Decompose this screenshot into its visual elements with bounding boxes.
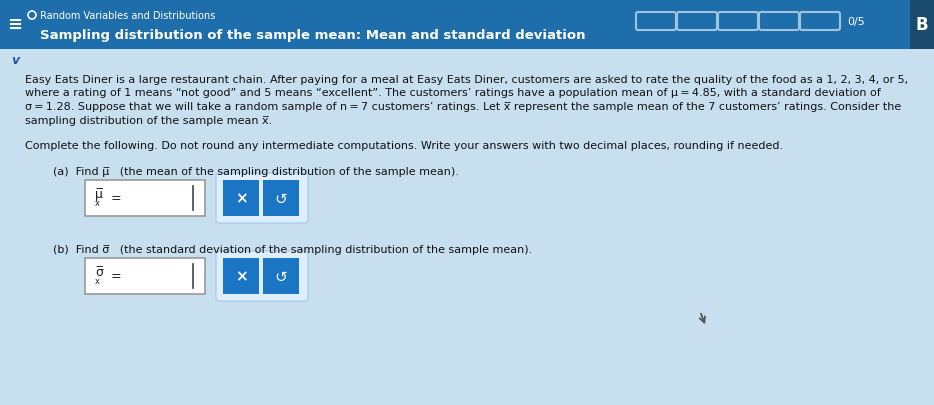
FancyBboxPatch shape [263, 258, 299, 294]
Text: (b)  Find σ̅   (the standard deviation of the sampling distribution of the sampl: (b) Find σ̅ (the standard deviation of t… [53, 244, 532, 254]
FancyBboxPatch shape [223, 258, 259, 294]
Text: where a rating of 1 means “not good” and 5 means “excellent”. The customers’ rat: where a rating of 1 means “not good” and… [25, 88, 881, 98]
Text: σ̅: σ̅ [95, 266, 103, 279]
Text: ×: × [234, 191, 248, 206]
FancyBboxPatch shape [216, 174, 308, 224]
Text: σ = 1.28. Suppose that we will take a random sample of n = 7 customers’ ratings.: σ = 1.28. Suppose that we will take a ra… [25, 102, 901, 112]
Text: ≡: ≡ [7, 16, 22, 34]
Text: =: = [107, 192, 121, 205]
FancyBboxPatch shape [85, 181, 205, 216]
Text: x: x [95, 199, 100, 208]
Text: v: v [11, 54, 19, 67]
FancyBboxPatch shape [216, 252, 308, 301]
FancyBboxPatch shape [223, 181, 259, 216]
FancyBboxPatch shape [85, 258, 205, 294]
Text: ↺: ↺ [275, 191, 288, 206]
Text: ×: × [234, 269, 248, 284]
Text: (a)  Find μ̅   (the mean of the sampling distribution of the sample mean).: (a) Find μ̅ (the mean of the sampling di… [53, 166, 459, 177]
Text: B: B [915, 16, 928, 34]
Text: x: x [95, 277, 100, 286]
Text: =: = [107, 270, 121, 283]
Text: μ̅: μ̅ [95, 188, 103, 201]
Text: sampling distribution of the sample mean x̅.: sampling distribution of the sample mean… [25, 115, 272, 125]
Text: Sampling distribution of the sample mean: Mean and standard deviation: Sampling distribution of the sample mean… [40, 28, 586, 41]
Text: Random Variables and Distributions: Random Variables and Distributions [40, 11, 216, 21]
Text: Easy Eats Diner is a large restaurant chain. After paying for a meal at Easy Eat: Easy Eats Diner is a large restaurant ch… [25, 75, 908, 85]
FancyBboxPatch shape [910, 0, 934, 50]
Text: 0/5: 0/5 [847, 17, 865, 27]
Text: Complete the following. Do not round any intermediate computations. Write your a: Complete the following. Do not round any… [25, 141, 783, 151]
Text: ↺: ↺ [275, 269, 288, 284]
FancyBboxPatch shape [0, 0, 934, 50]
FancyBboxPatch shape [263, 181, 299, 216]
